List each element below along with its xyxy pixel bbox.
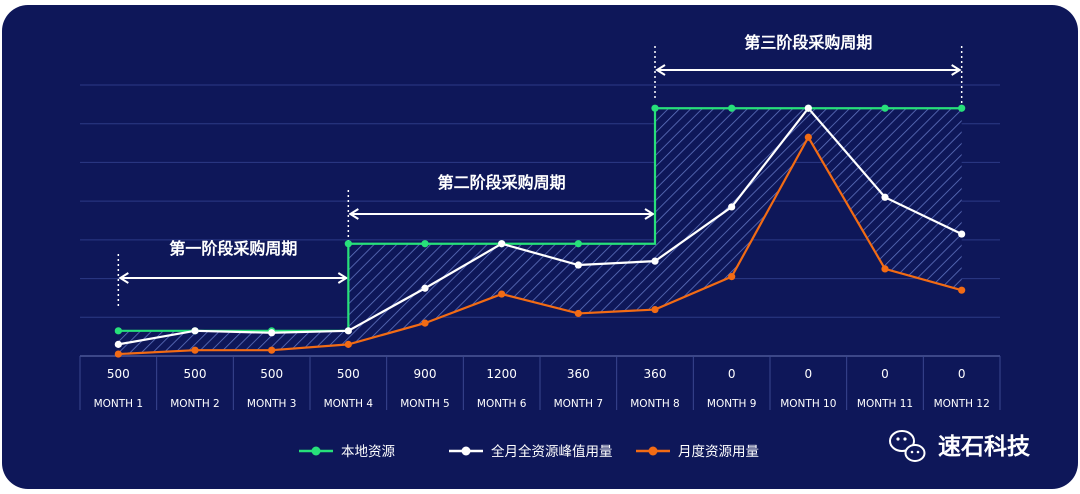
data-point [344, 240, 352, 248]
data-point [881, 265, 889, 273]
value-label: 0 [881, 367, 889, 381]
data-point [344, 340, 352, 348]
phase-arrowhead-right [337, 272, 349, 284]
category-label: MONTH 2 [170, 398, 220, 410]
data-point [728, 273, 736, 281]
phase-label: 第二阶段采购周期 [438, 173, 566, 192]
legend-label: 本地资源 [341, 444, 395, 460]
legend-swatch-dot [311, 446, 321, 456]
phase-arrowhead-right [644, 208, 655, 220]
value-label: 0 [805, 367, 813, 381]
phase-annotations: 第一阶段采购周期 第二阶段采购周期 第三阶段采购周期 [117, 33, 963, 306]
brand: 速石科技 [889, 430, 1031, 462]
value-label: 500 [260, 367, 283, 381]
data-point [958, 230, 966, 238]
data-point [574, 309, 582, 318]
data-point [268, 329, 276, 337]
data-point [804, 133, 812, 141]
data-point [421, 319, 429, 327]
value-label: 500 [184, 367, 207, 381]
legend-swatch-dot [648, 446, 658, 456]
data-point [728, 104, 736, 112]
difference-area [118, 108, 962, 355]
data-point [344, 327, 352, 335]
value-label: 1200 [486, 367, 517, 381]
data-point [498, 290, 506, 298]
data-point [191, 346, 199, 354]
chart: 第一阶段采购周期 第二阶段采购周期 第三阶段采购周期 500 500 500 500 900… [79, 33, 1031, 462]
category-label: MONTH 3 [247, 398, 297, 410]
data-point [421, 240, 429, 248]
category-label: MONTH 4 [324, 398, 374, 410]
data-point [804, 104, 812, 112]
phase-label: 第一阶段采购周期 [169, 239, 297, 258]
series-line-local [118, 107, 962, 332]
value-label: 0 [728, 367, 736, 381]
wechat-icon [889, 430, 926, 462]
chart-card: 第一阶段采购周期 第二阶段采购周期 第三阶段采购周期 500 500 500 500 900… [2, 5, 1078, 489]
legend: 本地资源 全月全资源峰值用量 月度资源用量 [299, 443, 759, 460]
category-label: MONTH 12 [934, 398, 990, 410]
data-point [498, 240, 506, 248]
data-point [114, 340, 122, 348]
category-label: MONTH 1 [94, 398, 144, 410]
data-point [421, 284, 429, 292]
value-label: 0 [958, 367, 966, 381]
data-point [268, 346, 276, 354]
data-point [651, 104, 659, 112]
legend-swatch-dot [461, 446, 471, 456]
value-label: 500 [337, 367, 360, 381]
data-point [114, 350, 122, 358]
data-point [651, 257, 659, 265]
category-label: MONTH 8 [630, 398, 680, 410]
category-label: MONTH 9 [707, 398, 757, 410]
hatched-area [118, 108, 962, 355]
legend-label: 全月全资源峰值用量 [491, 443, 613, 460]
phase-arrowhead-right [951, 64, 962, 76]
data-point [114, 327, 122, 335]
x-axis: 500 500 500 500 900 1200 360 360 0 0 0 0 MONTH 1 MONT… [79, 356, 1001, 410]
data-point [728, 203, 736, 211]
phase-arrowhead-left [348, 208, 359, 220]
brand-name: 速石科技 [938, 433, 1031, 460]
series-layer [114, 104, 966, 358]
data-point [651, 305, 659, 314]
data-point [574, 261, 582, 269]
data-point [958, 286, 966, 294]
category-label: MONTH 6 [477, 398, 527, 410]
category-label: MONTH 5 [400, 398, 450, 410]
series-line [118, 135, 962, 356]
data-point [191, 327, 199, 335]
value-label: 360 [644, 367, 667, 381]
data-point [574, 240, 582, 248]
phase-arrowhead-left [655, 64, 666, 76]
category-label: MONTH 10 [780, 398, 836, 410]
category-label: MONTH 7 [554, 398, 604, 410]
data-point [881, 193, 889, 201]
value-label: 500 [107, 367, 130, 381]
value-label: 360 [567, 367, 590, 381]
legend-label: 月度资源用量 [678, 444, 759, 460]
phase-arrowhead-left [118, 272, 129, 284]
value-label: 900 [414, 367, 437, 381]
category-label: MONTH 11 [857, 398, 913, 410]
data-point [881, 104, 889, 112]
data-point [958, 104, 966, 112]
series-line [118, 106, 963, 346]
phase-label: 第三阶段采购周期 [744, 33, 872, 52]
